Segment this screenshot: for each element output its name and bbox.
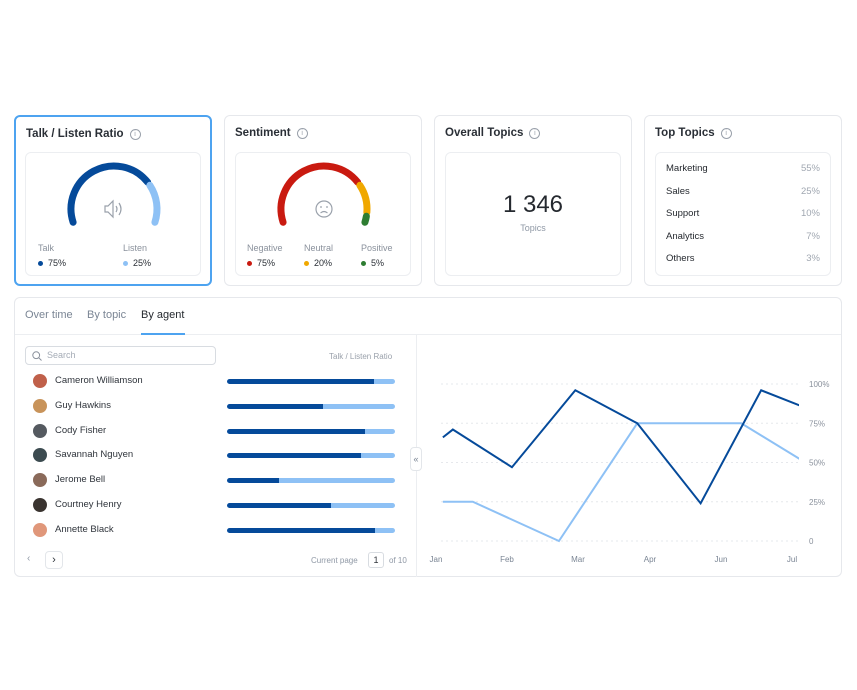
agent-row[interactable]: Jerome Bell xyxy=(33,472,405,488)
agent-row[interactable]: Cameron Williamson xyxy=(33,373,405,389)
info-icon[interactable]: i xyxy=(129,128,141,140)
card-title: Sentiment xyxy=(235,127,291,139)
tab-by-agent[interactable]: By agent xyxy=(141,309,186,335)
ratio-bar xyxy=(227,527,395,533)
ratio-bar xyxy=(227,428,395,434)
x-tick-label: Apr xyxy=(644,555,657,564)
speaker-icon xyxy=(104,199,122,219)
topics-count: 1 346 xyxy=(502,191,564,218)
positive-dot xyxy=(361,260,366,266)
line-chart: 100% 75% 50% 25% 0 Jan Feb Mar Apr Jun Jul xyxy=(430,380,830,564)
neutral-dot xyxy=(304,260,309,266)
card-title: Overall Topics xyxy=(445,127,524,139)
column-header: Talk / Listen Ratio xyxy=(329,352,393,361)
gauge-segment-neutral xyxy=(356,181,371,217)
gauge-segment-talk xyxy=(67,162,152,226)
avatar xyxy=(33,448,47,463)
topic-item: Sales 25% xyxy=(666,185,820,197)
talk-fill xyxy=(227,453,362,459)
gauge-segment-negative xyxy=(277,162,362,226)
talk-fill xyxy=(227,503,332,508)
talk-listen-card[interactable]: Talk / Listen Ratio i Talk 75% Listen 25% xyxy=(14,115,212,286)
x-tick-label: Jan xyxy=(430,555,443,564)
sad-face-icon xyxy=(315,200,333,218)
sentiment-gauge xyxy=(277,162,371,226)
talk-dot xyxy=(38,260,43,266)
avatar xyxy=(33,498,47,512)
avatar xyxy=(33,423,47,438)
talk-fill xyxy=(227,379,374,384)
topic-item: Support 10% xyxy=(666,208,820,220)
tab-by-topic[interactable]: By topic xyxy=(87,309,127,321)
y-tick-label: 100% xyxy=(809,380,829,389)
talk-fill xyxy=(227,527,375,533)
agent-row[interactable]: Annette Black xyxy=(33,522,405,538)
search-icon xyxy=(32,351,42,361)
gauge-segment-positive xyxy=(361,212,370,226)
sentiment-card[interactable]: Sentiment i Negative 75% Neutral 20% Positi… xyxy=(224,115,422,286)
y-tick-label: 25% xyxy=(809,498,825,507)
search-input[interactable]: Search xyxy=(25,346,216,365)
gauge-segment-listen xyxy=(146,181,161,226)
avatar xyxy=(33,374,47,388)
x-tick-label: Jul xyxy=(787,555,797,564)
negative-dot xyxy=(247,260,252,266)
y-tick-label: 0 xyxy=(809,537,814,546)
collapse-icon[interactable]: « xyxy=(410,447,422,471)
card-title: Talk / Listen Ratio xyxy=(26,128,124,140)
ratio-bar xyxy=(227,503,395,508)
agent-row[interactable]: Courtney Henry xyxy=(33,497,405,513)
avatar xyxy=(33,473,47,488)
info-icon[interactable]: i xyxy=(720,127,732,139)
y-tick-label: 75% xyxy=(809,419,825,428)
talk-fill xyxy=(227,403,323,409)
overall-topics-card[interactable]: Overall Topics i 1 346 Topics xyxy=(434,115,632,286)
topics-label: Topics xyxy=(520,223,546,233)
topic-item: Others 3% xyxy=(666,253,820,265)
listen-dot xyxy=(123,260,128,266)
agent-row[interactable]: Cody Fisher xyxy=(33,423,405,439)
topic-item: Marketing 55% xyxy=(666,163,820,174)
page-input[interactable]: 1 xyxy=(368,552,384,568)
avatar xyxy=(33,398,47,413)
next-page-button[interactable]: › xyxy=(45,551,63,569)
tab-bar: Over time By topic By agent xyxy=(15,298,841,335)
talk-fill xyxy=(227,478,280,484)
info-icon[interactable]: i xyxy=(296,127,308,139)
talk-fill xyxy=(227,428,365,434)
info-icon[interactable]: i xyxy=(529,127,541,139)
ratio-bar xyxy=(227,403,395,409)
x-tick-label: Feb xyxy=(500,555,514,564)
x-tick-label: Mar xyxy=(571,555,585,564)
top-topics-list: Marketing 55% Sales 25% Support 10% Analytics 7… xyxy=(655,152,831,276)
ratio-bar xyxy=(227,453,395,459)
avatar xyxy=(33,522,47,537)
top-topics-card[interactable]: Top Topics i Marketing 55% Sales 25% Support 1… xyxy=(644,115,842,286)
tab-over-time[interactable]: Over time xyxy=(25,309,73,321)
prev-page-button[interactable]: ‹ xyxy=(27,553,31,564)
card-title: Top Topics xyxy=(655,127,715,139)
ratio-bar xyxy=(227,478,395,484)
agents-panel: Over time By topic By agent Search Talk … xyxy=(14,297,842,577)
talk-gauge xyxy=(67,162,161,226)
agent-row[interactable]: Guy Hawkins xyxy=(33,398,405,414)
series-line-0 xyxy=(442,389,799,506)
agent-row[interactable]: Savannah Nguyen xyxy=(33,447,405,463)
series-line-1 xyxy=(442,422,799,543)
ratio-bar xyxy=(227,379,395,384)
topic-item: Analytics 7% xyxy=(666,230,820,242)
x-tick-label: Jun xyxy=(715,555,728,564)
y-tick-label: 50% xyxy=(809,459,825,468)
